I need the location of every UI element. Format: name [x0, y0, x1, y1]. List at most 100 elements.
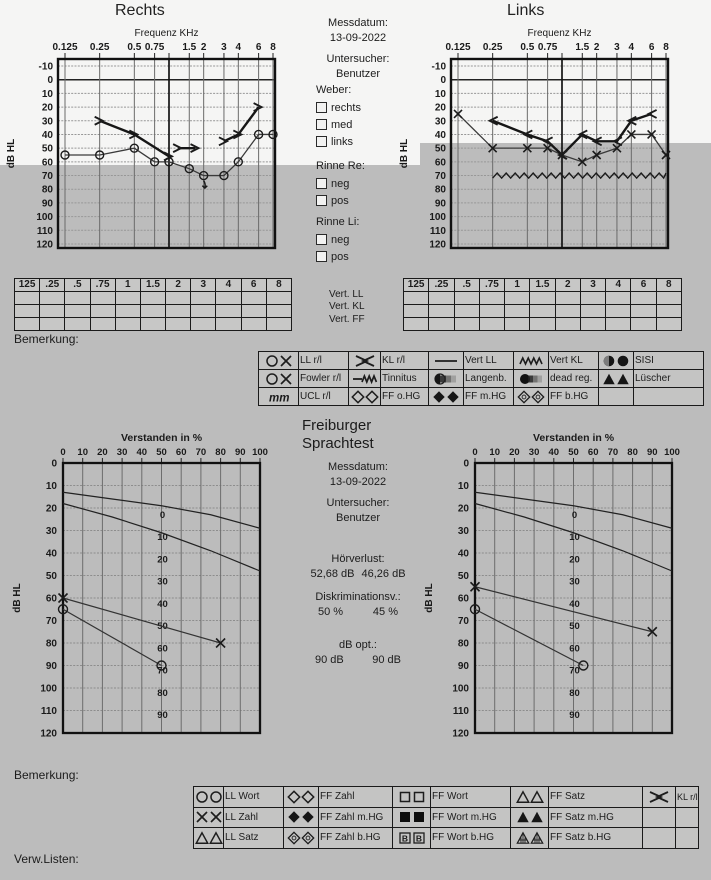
diskrimination-value-right: 50 % — [318, 606, 344, 618]
diamond-icon — [350, 389, 365, 404]
freq-table-right-wrap: 125.25.5.75 1 1.5 2 3 4 6 8 — [13, 278, 293, 331]
hoerverlust-label: Hörverlust: — [331, 553, 385, 565]
x-tick-label: 1.5 — [182, 42, 196, 53]
freq-value-cell — [64, 317, 91, 331]
rinne-re-pos-row: pos — [316, 192, 365, 209]
freq-value-cell — [139, 291, 167, 305]
rinne-re-neg-checkbox[interactable] — [316, 178, 327, 189]
line-zigzag-icon — [352, 373, 377, 384]
y-tick-label: 110 — [453, 706, 470, 717]
y-tick-label: 90 — [458, 661, 470, 672]
svg-text:mm: mm — [269, 392, 289, 404]
y-tick-label: 20 — [46, 504, 58, 515]
legend-symbol-cell — [510, 786, 549, 808]
audiogram-symbol-legend: LL r/l KL r/l Vert LL Vert KL SISI Fowler r/l… — [258, 351, 704, 406]
legend-label-cell: Langenb. — [463, 369, 514, 388]
freq-values-table-right: 125.25.5.75 1 1.5 2 3 4 6 8 — [13, 278, 293, 331]
x-tick-label: 1.5 — [575, 42, 589, 53]
legend-symbol-cell — [193, 806, 224, 828]
legend-label-cell: KL r/l — [380, 351, 429, 370]
legend-label-cell: LL Zahl — [223, 806, 284, 828]
legend-symbol-cell — [193, 786, 224, 808]
verw-listen-label: Verw.Listen: — [14, 852, 79, 866]
freq-header-cell: .5 — [64, 278, 91, 292]
freq-value-cell — [114, 291, 141, 305]
legend-label-cell: dead reg. — [548, 369, 599, 388]
weber-med-checkbox[interactable] — [316, 119, 327, 130]
legend-label-cell: Vert LL — [463, 351, 514, 370]
tri-hatch-icon — [515, 831, 530, 844]
freq-value-cell — [240, 317, 267, 331]
freiburger-title-line1: Freiburger — [302, 417, 372, 434]
freq-value-cell — [428, 304, 455, 318]
db-opt-values: 90 dB 90 dB — [315, 653, 401, 668]
square-filled-icon — [399, 812, 410, 823]
freq-header-cell: 4 — [605, 278, 632, 292]
x-tick-label: 100 — [252, 447, 268, 458]
weber-links-checkbox[interactable] — [316, 136, 327, 147]
y-tick-label: 80 — [42, 185, 54, 196]
freq-header-cell: 1.5 — [139, 278, 167, 292]
x-tick-label: 30 — [529, 447, 540, 458]
freq-value-cell — [240, 291, 267, 305]
x-axis-title: Verstanden in % — [121, 432, 203, 444]
diamond-dot-icon — [531, 389, 545, 404]
weber-rechts-row: rechts — [316, 99, 361, 116]
legend-symbol-cell — [348, 387, 381, 406]
freq-header-cell: 8 — [265, 278, 293, 292]
speech-test-info: Messdatum: 13-09-2022 Untersucher: Benut… — [288, 460, 428, 668]
rinne-re-pos-checkbox[interactable] — [316, 195, 327, 206]
legend-top-wrap: LL r/l KL r/l Vert LL Vert KL SISI Fowler r/l… — [258, 351, 704, 406]
y-tick-label: 30 — [435, 116, 447, 127]
disc-bar-icon — [520, 373, 542, 384]
freq-value-cell — [402, 291, 430, 305]
freq-value-cell — [478, 317, 506, 331]
inner-scale-label: 10 — [569, 532, 580, 543]
y-tick-label: 10 — [458, 481, 470, 492]
legend-label-cell: FF o.HG — [380, 387, 429, 406]
cross-icon — [279, 354, 292, 367]
legend-label-cell: FF Satz b.HG — [548, 827, 643, 849]
tri-icon — [529, 789, 544, 803]
legend-label-cell: Tinnitus — [380, 369, 429, 388]
freq-value-cell — [579, 291, 607, 305]
freq-value-cell — [114, 304, 141, 318]
freq-value-cell — [453, 304, 480, 318]
circle-icon — [210, 791, 222, 803]
legend-label-cell: Vert KL — [548, 351, 599, 370]
freq-value-cell — [13, 317, 41, 331]
freq-value-cell — [215, 291, 242, 305]
y-tick-label: 10 — [46, 481, 58, 492]
x-tick-label: 70 — [608, 447, 619, 458]
diskrimination-values: 50 % 45 % — [318, 605, 398, 620]
x-tick-label: 10 — [489, 447, 500, 458]
freq-value-cell — [504, 291, 531, 305]
freq-value-cell — [529, 317, 556, 331]
legend-label-cell: LL r/l — [298, 351, 349, 370]
rinne-li-pos-checkbox[interactable] — [316, 251, 327, 262]
freq-value-cell — [265, 317, 293, 331]
rinne-li-pos-row: pos — [316, 248, 359, 265]
legend-label-cell: SISI — [633, 351, 704, 370]
freq-value-cell — [554, 317, 581, 331]
y-tick-label: 60 — [42, 157, 54, 168]
legend-label-cell: Lüscher — [633, 369, 704, 388]
rinne-li-neg-checkbox[interactable] — [316, 234, 327, 245]
y-tick-label: 90 — [435, 198, 447, 209]
inner-scale-label: 20 — [569, 554, 580, 565]
freq-value-cell — [215, 317, 242, 331]
weber-rechts-checkbox[interactable] — [316, 102, 327, 113]
rinne-li-neg-label: neg — [331, 233, 350, 246]
x-tick-label: 20 — [509, 447, 520, 458]
diamond-icon — [287, 789, 301, 804]
tri-icon — [195, 830, 209, 844]
circle-icon — [265, 372, 278, 385]
speech-untersucher-label: Untersucher: — [326, 497, 390, 509]
paper-band-left — [0, 0, 420, 165]
x-axis-title: Verstanden in % — [533, 432, 615, 444]
y-axis-title: dB HL — [12, 583, 23, 612]
legend-symbol-cell — [428, 387, 464, 406]
y-tick-label: 90 — [46, 661, 58, 672]
tri-filled-icon — [617, 373, 629, 384]
